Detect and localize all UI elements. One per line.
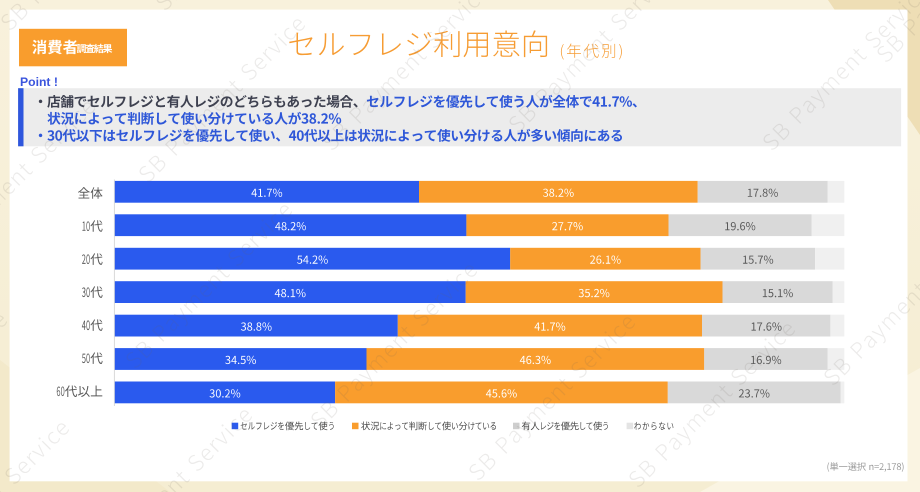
svg-text:Point !: Point ! [20,75,58,89]
